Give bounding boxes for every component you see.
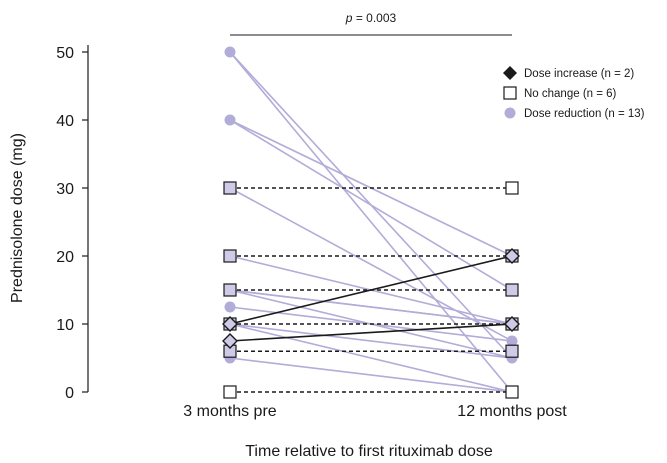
dose-reduction-line xyxy=(229,119,513,291)
no-change-marker xyxy=(223,283,237,297)
legend-reduction-marker xyxy=(504,107,516,119)
no-change-marker xyxy=(505,385,519,399)
y-tick-label: 10 xyxy=(56,317,74,334)
dose-increase-marker xyxy=(222,316,238,332)
y-axis-label: Prednisolone dose (mg) xyxy=(9,133,26,303)
p-symbol: p xyxy=(345,11,353,25)
legend-no-change-marker xyxy=(503,86,517,100)
no-change-marker xyxy=(505,344,519,358)
no-change-marker xyxy=(223,385,237,399)
dose-reduction-marker xyxy=(224,301,236,313)
y-tick-label: 0 xyxy=(65,385,74,402)
legend-label: Dose reduction (n = 13) xyxy=(524,108,645,120)
x-ticks: 3 months pre 12 months post xyxy=(183,403,567,420)
legend: Dose increase (n = 2) No change (n = 6) Do… xyxy=(503,66,645,120)
dose-reduction-marker xyxy=(224,46,236,58)
dose-reduction-line xyxy=(229,357,513,393)
legend-label: Dose increase (n = 2) xyxy=(524,68,634,80)
x-axis-label: Time relative to first rituximab dose xyxy=(245,443,493,460)
legend-increase-marker xyxy=(503,66,517,80)
y-tick-label: 40 xyxy=(56,113,74,130)
p-value: = 0.003 xyxy=(352,11,396,25)
y-tick-label: 20 xyxy=(56,249,74,266)
legend-label: No change (n = 6) xyxy=(524,88,617,100)
no-change-marker xyxy=(505,181,519,195)
no-change-marker xyxy=(505,283,519,297)
increase-lines xyxy=(229,255,513,342)
dose-increase-marker xyxy=(504,248,520,264)
dose-reduction-line xyxy=(229,323,513,393)
x-tick-label: 3 months pre xyxy=(183,403,276,420)
dose-reduction-line xyxy=(229,289,513,325)
dose-increase-marker xyxy=(504,316,520,332)
axes: 0 10 20 30 40 50 3 months pre 12 months post xyxy=(56,45,567,420)
dose-increase-line xyxy=(229,323,513,342)
y-tick-label: 50 xyxy=(56,45,74,62)
no-change-marker xyxy=(223,181,237,195)
dose-reduction-marker xyxy=(224,114,236,126)
no-change-marker xyxy=(223,249,237,263)
y-ticks: 0 10 20 30 40 50 xyxy=(56,45,88,402)
reduction-lines xyxy=(229,51,513,393)
dose-reduction-line xyxy=(229,187,513,342)
y-tick-label: 30 xyxy=(56,181,74,198)
dose-increase-marker xyxy=(222,333,238,349)
dose-increase-line xyxy=(229,255,513,325)
markers xyxy=(222,46,520,399)
p-value-label: p = 0.003 xyxy=(345,11,397,25)
dose-reduction-marker xyxy=(506,335,518,347)
x-tick-label: 12 months post xyxy=(457,403,567,420)
dose-reduction-line xyxy=(229,323,513,359)
significance-bracket: p = 0.003 xyxy=(230,11,512,36)
